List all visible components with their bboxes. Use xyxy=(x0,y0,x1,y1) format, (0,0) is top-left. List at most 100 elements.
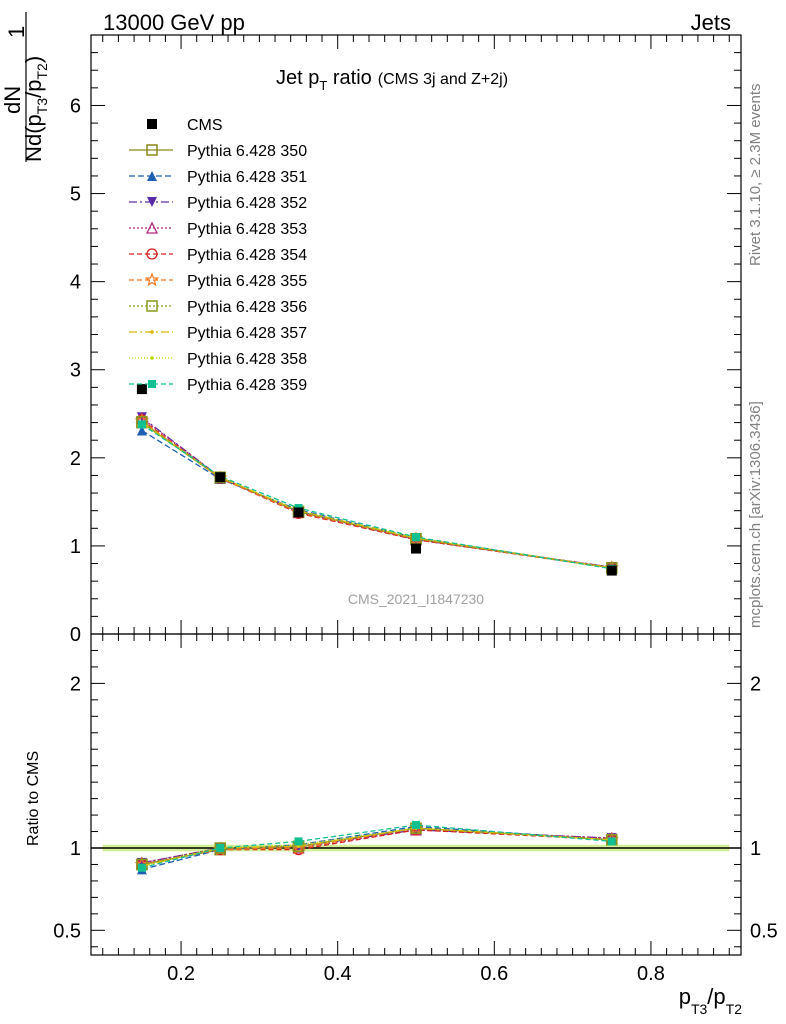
series-ratio-point xyxy=(607,837,616,846)
plot-title-small: (CMS 3j and Z+2j) xyxy=(378,71,508,88)
legend-label: CMS xyxy=(187,117,223,134)
main-y-tick-label: 5 xyxy=(70,184,81,206)
x-label-p1: p xyxy=(679,984,691,1009)
series-main-line xyxy=(141,417,612,568)
header-process-label: Jets xyxy=(691,10,731,35)
legend-item-353: Pythia 6.428 353 xyxy=(129,221,307,238)
series-main-358 xyxy=(140,421,614,570)
series-main-line xyxy=(141,429,612,569)
legend-item-359: Pythia 6.428 359 xyxy=(129,377,307,394)
main-y-tick-label: 1 xyxy=(70,536,81,558)
legend-label: Pythia 6.428 354 xyxy=(187,247,307,264)
series-main-line xyxy=(141,422,612,569)
cms-data-point xyxy=(606,565,617,576)
series-ratio-359 xyxy=(137,820,616,872)
main-y-tick-label: 4 xyxy=(70,272,81,294)
series-ratio-line xyxy=(141,827,612,867)
header-energy-label: 13000 GeV pp xyxy=(103,10,245,35)
legend-label: Pythia 6.428 352 xyxy=(187,195,307,212)
main-y-tick-label: 2 xyxy=(70,448,81,470)
ratio-y-tick-label-right: 1 xyxy=(750,838,761,860)
legend-label: Pythia 6.428 357 xyxy=(187,325,307,342)
y-label-close: ) xyxy=(21,56,46,63)
series-main-point xyxy=(137,420,146,429)
legend-label: Pythia 6.428 351 xyxy=(187,169,307,186)
cms-data-point xyxy=(411,543,421,554)
analysis-watermark: CMS_2021_I1847230 xyxy=(348,591,484,607)
legend-label: Pythia 6.428 355 xyxy=(187,273,307,290)
legend-label: Pythia 6.428 359 xyxy=(187,377,307,394)
rivet-version-label: Rivet 3.1.10, ≥ 2.3M events xyxy=(747,84,764,267)
legend-marker xyxy=(146,300,158,312)
legend-item-354: Pythia 6.428 354 xyxy=(129,247,307,264)
svg-text:N d(pT3/pT2): N d(pT3/pT2) xyxy=(21,56,50,162)
series-main-354 xyxy=(136,414,618,574)
series-ratio-point xyxy=(137,863,146,872)
svg-text:1: 1 xyxy=(4,26,29,38)
series-main-line xyxy=(141,420,612,569)
series-main-line xyxy=(141,423,612,570)
mcplots-reference-label: mcplots.cern.ch [arXiv:1306.3436] xyxy=(747,401,764,628)
series-layer xyxy=(134,384,620,875)
legend-marker xyxy=(146,144,158,156)
legend-item-350: Pythia 6.428 350 xyxy=(129,143,307,160)
legend-item-cms: CMS xyxy=(147,117,223,134)
series-main-line xyxy=(141,416,612,568)
series-main-356 xyxy=(136,415,618,574)
main-y-tick-label: 6 xyxy=(70,95,81,117)
ratio-plot-frame xyxy=(90,633,742,956)
series-ratio-line xyxy=(141,825,612,871)
legend-marker xyxy=(147,197,157,207)
y-label-dN: dN xyxy=(0,86,25,114)
main-y-tick-label: 3 xyxy=(70,360,81,382)
series-main-353 xyxy=(135,411,618,573)
x-tick-label: 0.6 xyxy=(480,963,508,985)
ratio-y-tick-label: 0.5 xyxy=(53,920,81,942)
legend-marker xyxy=(144,272,160,287)
x-tick-label: 0.8 xyxy=(637,963,665,985)
axis-ticks: 0.2 0.4 0.6 0.8 0 1 2 3 4 5 6 0.5 0.5 1 1 2 2 xyxy=(53,34,778,985)
series-main-point xyxy=(136,425,147,436)
y-label-slash: /p xyxy=(21,80,46,98)
y-label-one: 1 xyxy=(4,26,29,38)
series-ratio-point xyxy=(412,820,420,829)
legend-item-356: Pythia 6.428 356 xyxy=(129,299,307,316)
svg-text:dN: dN xyxy=(0,86,25,114)
x-label-sub1: T3 xyxy=(691,1001,708,1017)
cms-data-main xyxy=(136,384,617,576)
legend-marker xyxy=(146,248,158,260)
cms-data-point xyxy=(136,384,147,395)
legend-cms-marker xyxy=(147,119,157,129)
legend-marker xyxy=(150,330,154,334)
series-main-355 xyxy=(134,413,620,575)
series-main-357 xyxy=(140,420,614,570)
plot-title-after: ratio xyxy=(327,67,371,89)
legend-marker xyxy=(147,171,157,181)
ratio-y-axis-label: Ratio to CMS xyxy=(25,751,42,846)
ratio-y-tick-label-right: 2 xyxy=(750,673,761,695)
series-main-351 xyxy=(136,425,617,573)
series-ratio-point xyxy=(294,837,303,846)
plot-title-main: Jet p xyxy=(276,67,319,89)
series-main-359 xyxy=(137,420,616,573)
main-y-tick-label: 0 xyxy=(70,624,81,646)
y-label-sub2: T2 xyxy=(34,63,50,80)
legend-item-357: Pythia 6.428 357 xyxy=(129,325,307,342)
series-main-line xyxy=(141,422,612,569)
ratio-y-tick-label-right: 0.5 xyxy=(750,920,778,942)
ratio-uncertainty-band xyxy=(91,844,741,852)
series-main-352 xyxy=(136,412,617,573)
legend-label: Pythia 6.428 356 xyxy=(187,299,307,316)
legend: CMS Pythia 6.428 350 Pythia 6.428 351 Pythi… xyxy=(129,117,307,394)
plot-title: Jet pT ratio (CMS 3j and Z+2j) xyxy=(276,67,508,93)
legend-label: Pythia 6.428 353 xyxy=(187,221,307,238)
x-label-slash: /p xyxy=(707,984,725,1009)
legend-item-351: Pythia 6.428 351 xyxy=(129,169,307,186)
y-label-d: d(p xyxy=(21,114,46,146)
y-label-N: N xyxy=(21,146,46,162)
y-label-sub3: T3 xyxy=(34,98,50,115)
plot-title-sub: T xyxy=(319,78,327,93)
series-ratio-point xyxy=(216,844,225,852)
legend-label: Pythia 6.428 350 xyxy=(187,143,307,160)
